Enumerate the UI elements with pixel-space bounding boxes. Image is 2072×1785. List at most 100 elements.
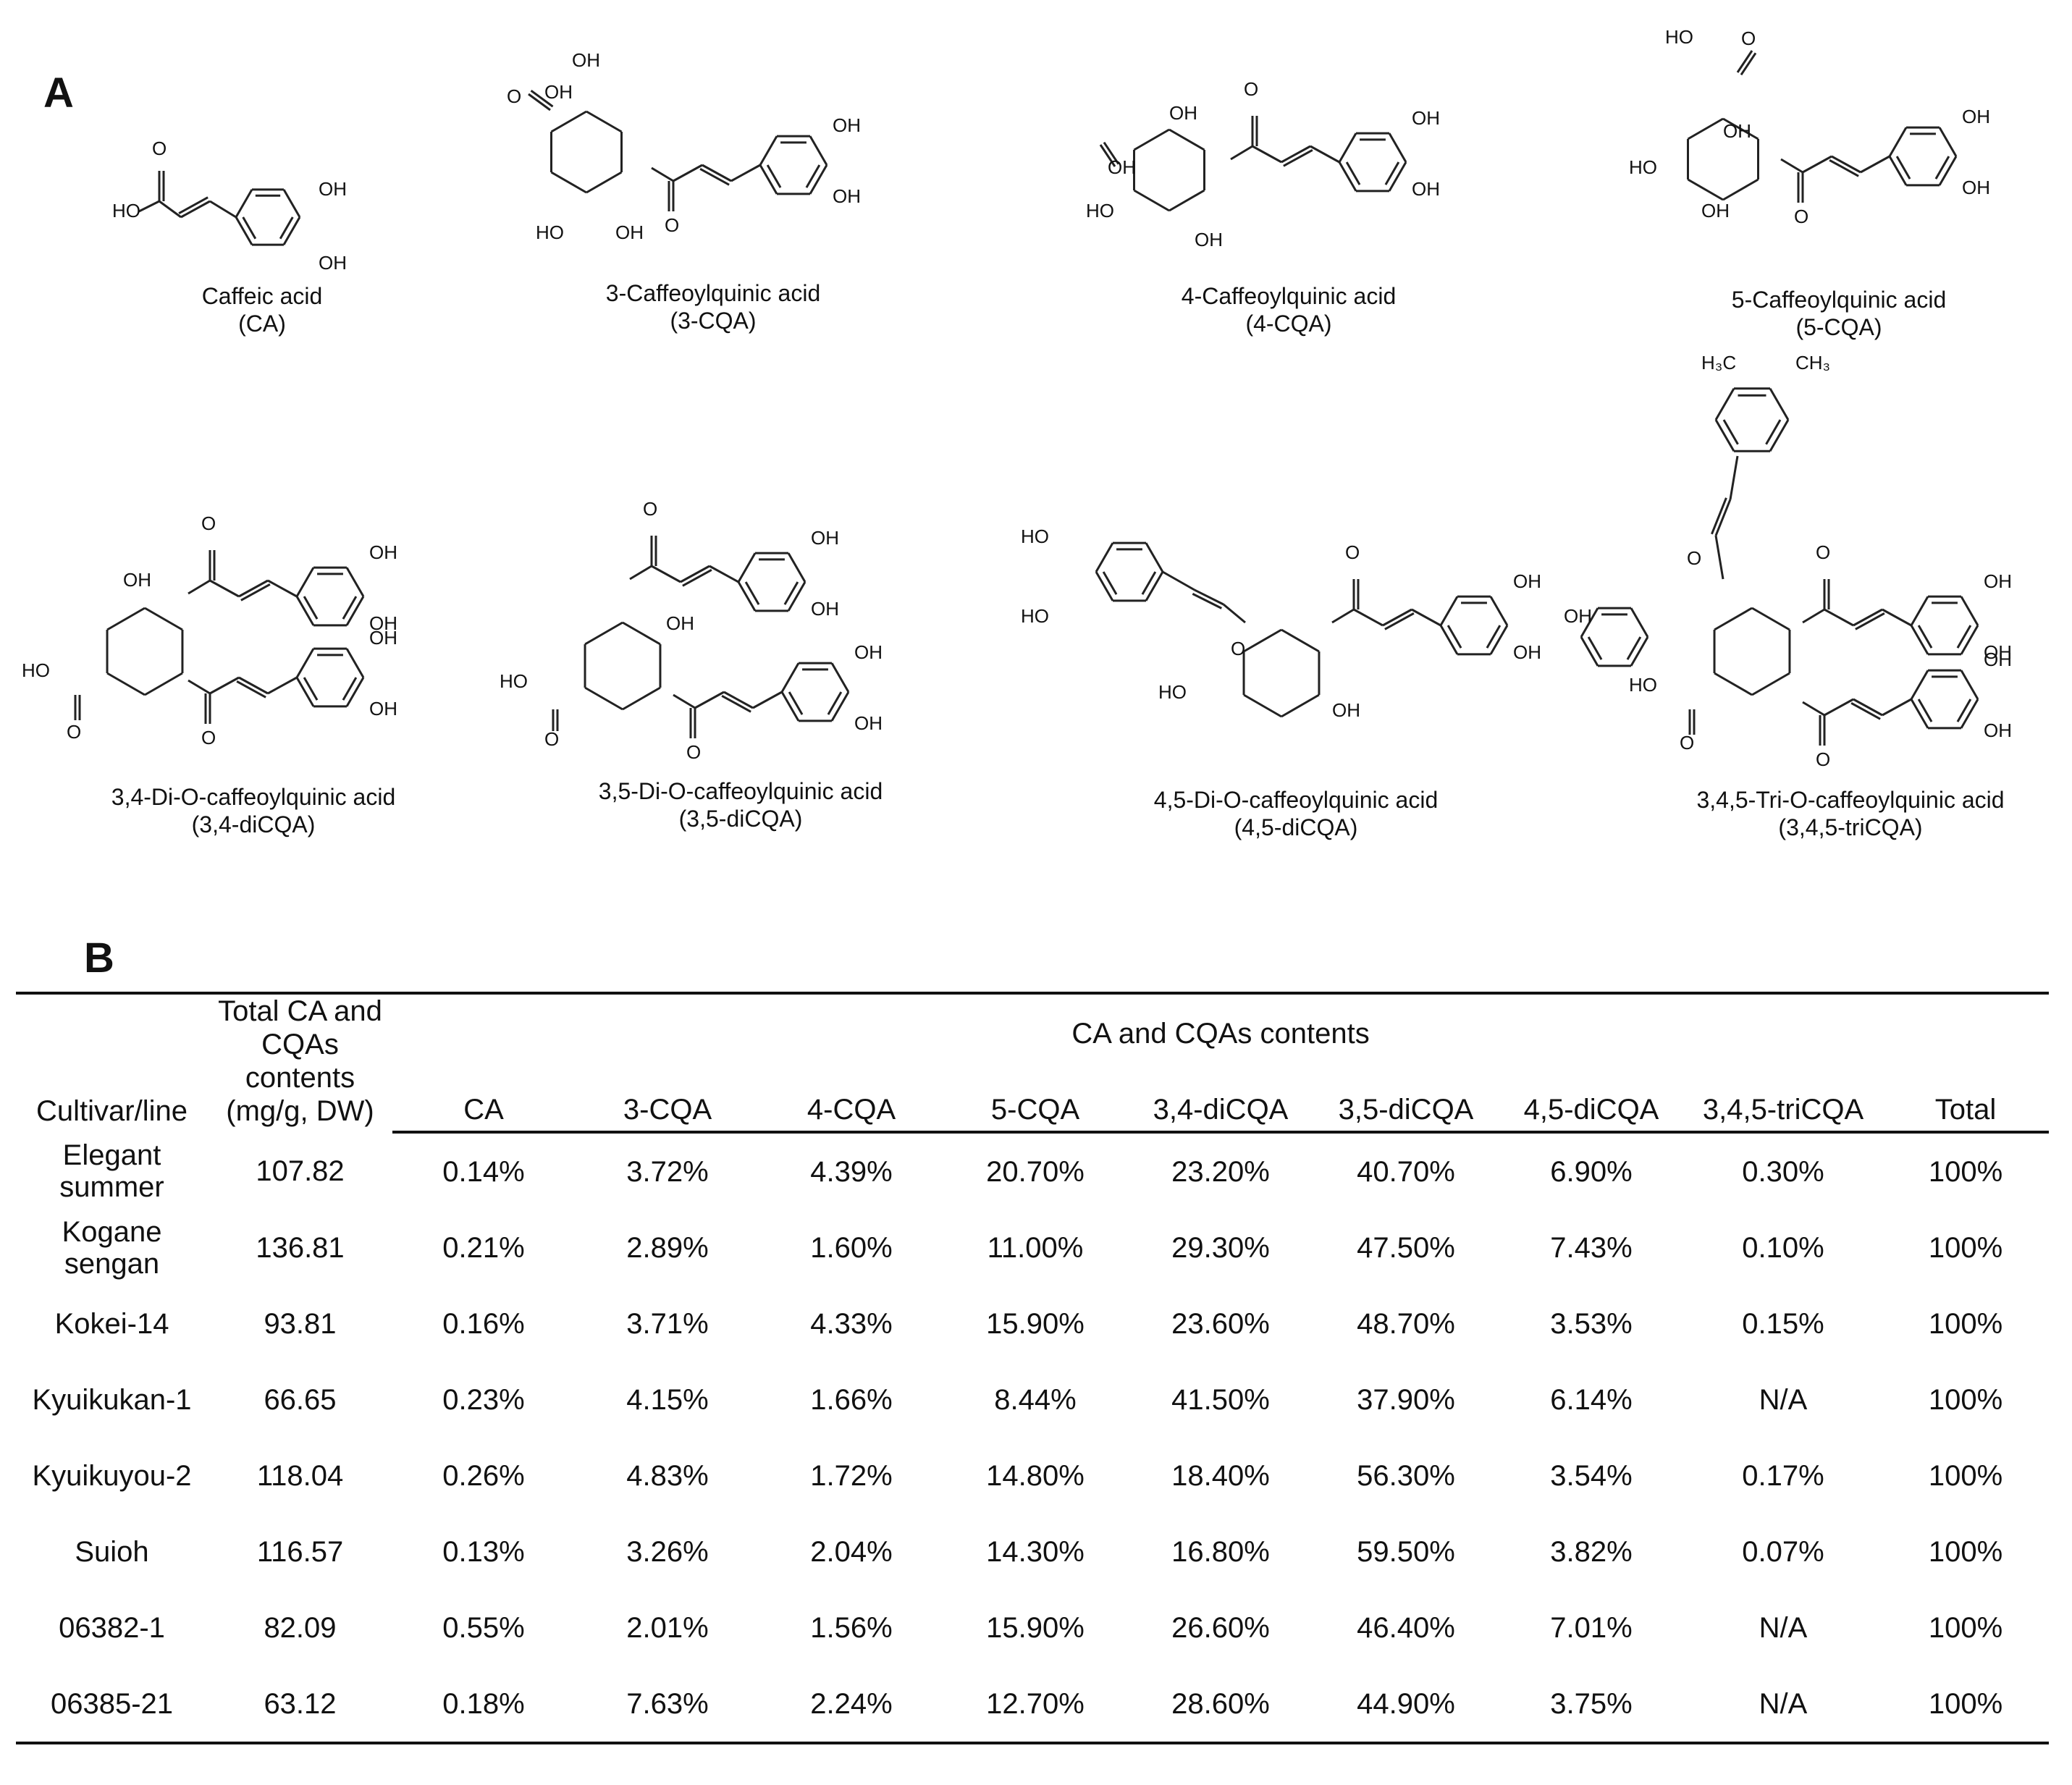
bond-line <box>1687 117 1724 140</box>
bond-line <box>1194 588 1224 606</box>
bond-line <box>805 164 821 188</box>
bond-line <box>1714 607 1753 631</box>
atom-label: OH <box>123 569 151 591</box>
bond-line <box>1439 596 1459 626</box>
bond-line <box>1133 128 1170 151</box>
bond-line <box>1802 608 1825 624</box>
bond-line <box>1729 455 1739 500</box>
table-row: Kyuikukan-1 66.65 0.23% 4.15% 1.66% 8.44% 41.5… <box>16 1362 2049 1438</box>
atom-label: H₃C <box>1701 352 1736 374</box>
bond-line <box>238 676 269 695</box>
total-content-cell: 66.65 <box>264 1383 337 1416</box>
bond-line <box>1882 698 1912 717</box>
percentage-cell: 44.90% <box>1313 1666 1499 1744</box>
table-row: 06385-21 63.12 0.18% 7.63% 2.24% 12.70% 28.60%… <box>16 1666 2050 1744</box>
total-content-cell: 136.81 <box>256 1231 345 1264</box>
bond-line <box>723 691 754 709</box>
percentage-cell: 1.72% <box>810 1459 893 1492</box>
bond-line <box>629 565 652 581</box>
bond-line <box>295 677 315 707</box>
bond-line <box>709 565 739 583</box>
bond-line <box>1910 670 1929 700</box>
atom-label: OH <box>369 612 397 634</box>
bond-line <box>282 189 301 218</box>
bond-line <box>809 164 828 195</box>
atom-label: O <box>201 512 216 534</box>
atom-label: O <box>1794 206 1808 227</box>
percentage-cell: 29.30% <box>1171 1231 1270 1264</box>
bond-line <box>586 171 623 194</box>
percentage-cell: 4.83% <box>626 1459 709 1492</box>
percentage-cell: 2.24% <box>760 1666 943 1744</box>
percentage-cell: 11.00% <box>987 1231 1084 1264</box>
percentage-cell: 100% <box>1928 1459 2003 1492</box>
bond-line <box>699 167 730 186</box>
bond-line <box>1802 701 1825 717</box>
bond-line <box>530 89 554 108</box>
bond-line <box>1829 159 1859 177</box>
percentage-cell: 37.90% <box>1357 1383 1455 1416</box>
percentage-cell: 15.90% <box>986 1611 1085 1644</box>
bond-line <box>694 691 725 709</box>
atom-label: O <box>1816 541 1830 563</box>
bond-line <box>1722 117 1759 140</box>
header-col: 4-CQA <box>760 1077 943 1134</box>
bond-line <box>787 581 807 612</box>
atom-label: OH <box>1962 177 1990 198</box>
bond-line <box>702 164 732 182</box>
atom-label: OH <box>811 598 839 620</box>
bond-line <box>787 552 807 583</box>
atom-label: OH <box>319 178 347 200</box>
bond-line <box>1099 144 1116 167</box>
bond-line <box>586 110 623 133</box>
percentage-cell: 0.15% <box>1742 1307 1824 1340</box>
atom-label: OH <box>666 612 694 634</box>
percentage-cell: 0.17% <box>1742 1459 1824 1492</box>
bond-line <box>1338 132 1357 163</box>
table-row: 06382-1 82.09 0.55% 2.01% 1.56% 15.90% 26.60% 4… <box>16 1590 2049 1666</box>
bond-line <box>106 672 146 696</box>
cultivar-cell: Suioh <box>75 1535 149 1568</box>
bond-line <box>1888 156 1908 186</box>
bond-line <box>1145 542 1164 573</box>
bond-line <box>1095 571 1114 602</box>
bond-line <box>1722 178 1759 201</box>
atom-label: OH <box>1332 699 1360 721</box>
atom-label: HO <box>1629 156 1657 178</box>
bond-line <box>1751 607 1790 631</box>
atom-label: OH <box>572 49 600 71</box>
bond-line <box>1751 672 1790 696</box>
bond-line <box>267 579 298 598</box>
percentage-cell: 0.13% <box>442 1535 525 1568</box>
percentage-cell: 14.30% <box>986 1535 1085 1568</box>
percentage-cell: 4.15% <box>626 1383 709 1416</box>
bond-line <box>1283 148 1313 167</box>
percentage-cell: 100% <box>1928 1307 2003 1340</box>
bond-line <box>1446 625 1462 649</box>
percentage-cell: 7.63% <box>575 1666 760 1744</box>
bond-line <box>1831 155 1861 174</box>
bond-line <box>345 596 365 626</box>
total-content-cell: 82.09 <box>264 1611 337 1644</box>
header-total-content: Total CA and CQAs contents (mg/g, DW) <box>218 995 382 1127</box>
bond-line <box>1895 156 1911 180</box>
bond-line <box>1630 607 1649 638</box>
atom-label: O <box>544 728 559 750</box>
total-content-cell: 93.81 <box>264 1307 337 1340</box>
total-content-cell: 63.12 <box>208 1666 392 1744</box>
percentage-cell: 100% <box>1928 1383 2003 1416</box>
header-group-contents: CA and CQAs contents <box>1071 1018 1370 1050</box>
bond-line <box>106 607 146 631</box>
bond-line <box>1331 608 1355 624</box>
percentage-cell: 0.21% <box>442 1231 525 1264</box>
bond-line <box>1687 178 1724 201</box>
atom-label: OH <box>369 698 397 720</box>
percentage-cell: 3.72% <box>626 1155 709 1188</box>
atom-label: OH <box>1984 649 2012 670</box>
percentage-cell: 100% <box>1882 1666 2050 1744</box>
atom-label: CH₃ <box>1795 352 1830 374</box>
bond-line <box>622 686 661 711</box>
percentage-cell: 23.60% <box>1171 1307 1270 1340</box>
atom-label: OH <box>319 252 347 274</box>
cultivar-cell: Kyuikukan-1 <box>32 1383 192 1416</box>
